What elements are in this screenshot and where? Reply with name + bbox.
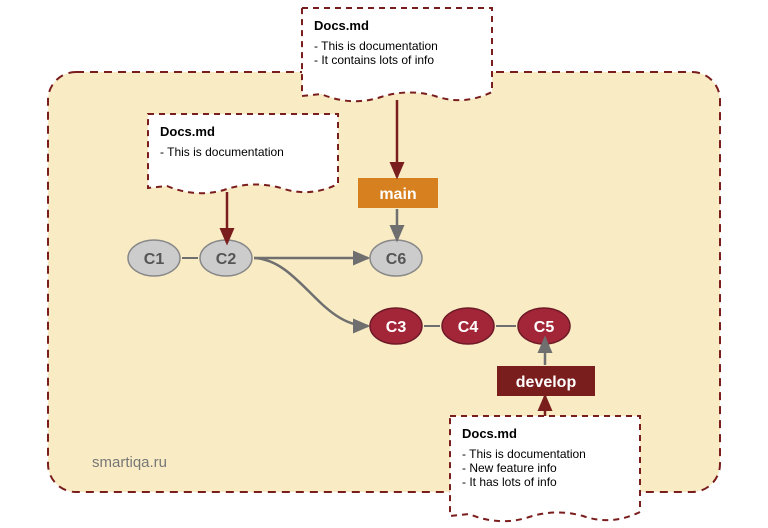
commit-C1: C1 xyxy=(128,240,180,276)
doc-c5: Docs.md - This is documentation- New feat… xyxy=(452,418,638,497)
svg-text:C2: C2 xyxy=(216,251,237,268)
doc-main-line-1: - It contains lots of info xyxy=(314,53,480,67)
doc-c5-line-2: - It has lots of info xyxy=(462,475,628,489)
doc-c5-line-1: - New feature info xyxy=(462,461,628,475)
svg-text:C5: C5 xyxy=(534,319,555,336)
doc-c2: Docs.md - This is documentation xyxy=(150,116,336,167)
svg-text:C4: C4 xyxy=(458,319,479,336)
svg-text:C3: C3 xyxy=(386,319,407,336)
doc-c5-line-0: - This is documentation xyxy=(462,447,628,461)
commit-C2: C2 xyxy=(200,240,252,276)
watermark: smartiqa.ru xyxy=(92,454,167,471)
diagram-canvas: C1 C2 C6 C3 C4 C5 main develop Docs.md - This is… xyxy=(0,0,768,528)
doc-c2-title: Docs.md xyxy=(160,124,326,139)
doc-main-title: Docs.md xyxy=(314,18,480,33)
svg-text:C6: C6 xyxy=(386,251,407,268)
doc-c2-line-0: - This is documentation xyxy=(160,145,326,159)
commit-C3: C3 xyxy=(370,308,422,344)
branch-label-develop: develop xyxy=(516,374,577,391)
branch-label-main: main xyxy=(379,186,416,203)
commit-C4: C4 xyxy=(442,308,494,344)
doc-main-line-0: - This is documentation xyxy=(314,39,480,53)
doc-c5-title: Docs.md xyxy=(462,426,628,441)
svg-layer: C1 C2 C6 C3 C4 C5 main develop xyxy=(0,0,768,528)
svg-text:C1: C1 xyxy=(144,251,165,268)
doc-main: Docs.md - This is documentation- It conta… xyxy=(304,10,490,75)
commit-C6: C6 xyxy=(370,240,422,276)
